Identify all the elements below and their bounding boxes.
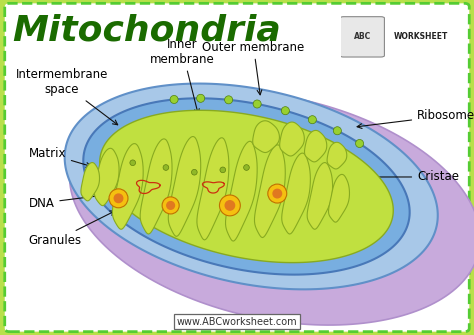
Polygon shape xyxy=(280,122,304,156)
Polygon shape xyxy=(255,145,285,238)
Text: DNA: DNA xyxy=(28,190,131,210)
Polygon shape xyxy=(112,144,143,229)
Circle shape xyxy=(220,167,226,173)
Circle shape xyxy=(109,189,128,208)
Circle shape xyxy=(170,95,178,104)
Circle shape xyxy=(282,107,290,115)
Circle shape xyxy=(219,195,240,216)
Circle shape xyxy=(167,202,174,209)
Polygon shape xyxy=(327,142,347,169)
Circle shape xyxy=(244,165,249,170)
Circle shape xyxy=(197,94,205,102)
Circle shape xyxy=(225,201,235,210)
Polygon shape xyxy=(64,83,438,289)
Polygon shape xyxy=(282,153,310,234)
Polygon shape xyxy=(168,137,201,237)
Circle shape xyxy=(130,160,136,165)
Text: Intermembrane
space: Intermembrane space xyxy=(16,68,118,125)
Polygon shape xyxy=(197,138,229,240)
Circle shape xyxy=(163,165,169,170)
Polygon shape xyxy=(100,110,393,263)
Text: WORKSHEET: WORKSHEET xyxy=(394,32,448,41)
Text: Granules: Granules xyxy=(28,211,115,248)
FancyBboxPatch shape xyxy=(335,11,471,63)
Polygon shape xyxy=(94,148,119,206)
Circle shape xyxy=(308,116,316,124)
Polygon shape xyxy=(83,98,410,275)
Circle shape xyxy=(114,194,123,203)
Circle shape xyxy=(356,139,364,147)
Text: Cristae: Cristae xyxy=(359,171,459,184)
Text: ABC: ABC xyxy=(354,32,371,41)
FancyBboxPatch shape xyxy=(340,17,384,57)
Polygon shape xyxy=(307,162,333,229)
Polygon shape xyxy=(81,162,100,201)
Polygon shape xyxy=(140,139,172,234)
Circle shape xyxy=(225,96,233,104)
Circle shape xyxy=(253,100,261,108)
Text: Ribosomes: Ribosomes xyxy=(357,109,474,129)
Polygon shape xyxy=(226,141,257,241)
Polygon shape xyxy=(253,121,280,152)
Circle shape xyxy=(273,189,282,198)
Circle shape xyxy=(191,170,197,175)
Text: Matrix: Matrix xyxy=(28,147,91,167)
Text: Mitochondria: Mitochondria xyxy=(12,13,281,48)
Polygon shape xyxy=(70,90,474,325)
Text: www.ABCworksheet.com: www.ABCworksheet.com xyxy=(177,317,297,327)
Circle shape xyxy=(333,127,341,135)
Polygon shape xyxy=(328,175,349,222)
Circle shape xyxy=(268,184,287,203)
Text: Inner
membrane: Inner membrane xyxy=(150,38,215,114)
Circle shape xyxy=(162,197,179,214)
Polygon shape xyxy=(304,130,327,162)
Text: Outer membrane: Outer membrane xyxy=(202,41,305,95)
